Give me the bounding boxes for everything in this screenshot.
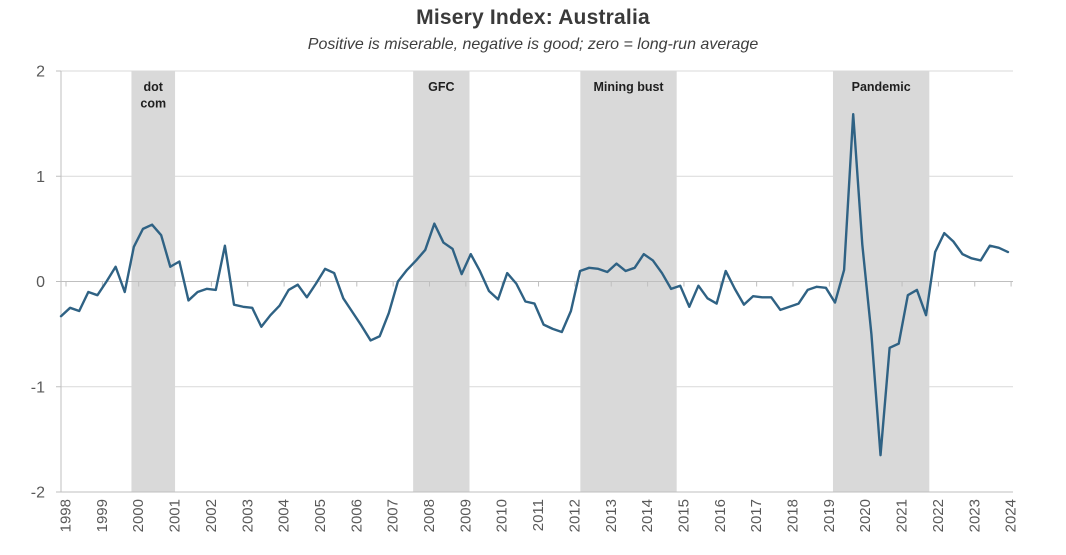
x-tick-label: 2015 <box>675 499 692 532</box>
x-tick-label: 2004 <box>276 499 293 532</box>
x-tick-label: 2020 <box>857 499 874 532</box>
x-tick-label: 2017 <box>748 499 765 532</box>
x-tick-label: 2000 <box>130 499 147 532</box>
x-tick-label: 1999 <box>94 499 111 532</box>
misery-index-line <box>59 112 1010 457</box>
x-tick-label: 2011 <box>530 499 547 531</box>
y-tick-label: 0 <box>36 274 45 291</box>
x-tick-label: 2008 <box>421 499 438 532</box>
x-tick-label: 2012 <box>566 499 583 532</box>
x-tick-label: 2016 <box>712 499 729 532</box>
x-tick-label: 2001 <box>167 499 184 532</box>
x-tick-label: 2009 <box>457 499 474 532</box>
x-tick-label: 2022 <box>930 499 947 532</box>
chart-title: Misery Index: Australia <box>416 6 650 29</box>
band-label: Pandemic <box>852 80 911 94</box>
x-tick-label: 1998 <box>58 499 75 532</box>
x-tick-label: 2003 <box>239 499 256 532</box>
y-tick-label: -2 <box>31 485 45 502</box>
x-tick-label: 2005 <box>312 499 329 532</box>
chart-subtitle: Positive is miserable, negative is good;… <box>307 36 759 53</box>
y-tick-label: -1 <box>31 379 45 396</box>
y-tick-label: 1 <box>36 169 45 186</box>
band-label: dot com <box>140 80 166 111</box>
x-tick-label: 2021 <box>894 499 911 532</box>
x-tick-label: 2023 <box>966 499 983 532</box>
x-tick-label: 2006 <box>348 499 365 532</box>
x-tick-label: 2002 <box>203 499 220 532</box>
x-tick-label: 2010 <box>494 499 511 532</box>
x-tick-label: 2007 <box>385 499 402 532</box>
x-tick-label: 2019 <box>821 499 838 532</box>
x-tick-label: 2024 <box>1003 499 1020 532</box>
y-tick-label: 2 <box>36 64 45 81</box>
band-label: Mining bust <box>593 80 664 94</box>
band-label: GFC <box>428 80 454 94</box>
x-tick-label: 2013 <box>603 499 620 532</box>
x-tick-label: 2018 <box>785 499 802 532</box>
x-tick-label: 2014 <box>639 499 656 532</box>
